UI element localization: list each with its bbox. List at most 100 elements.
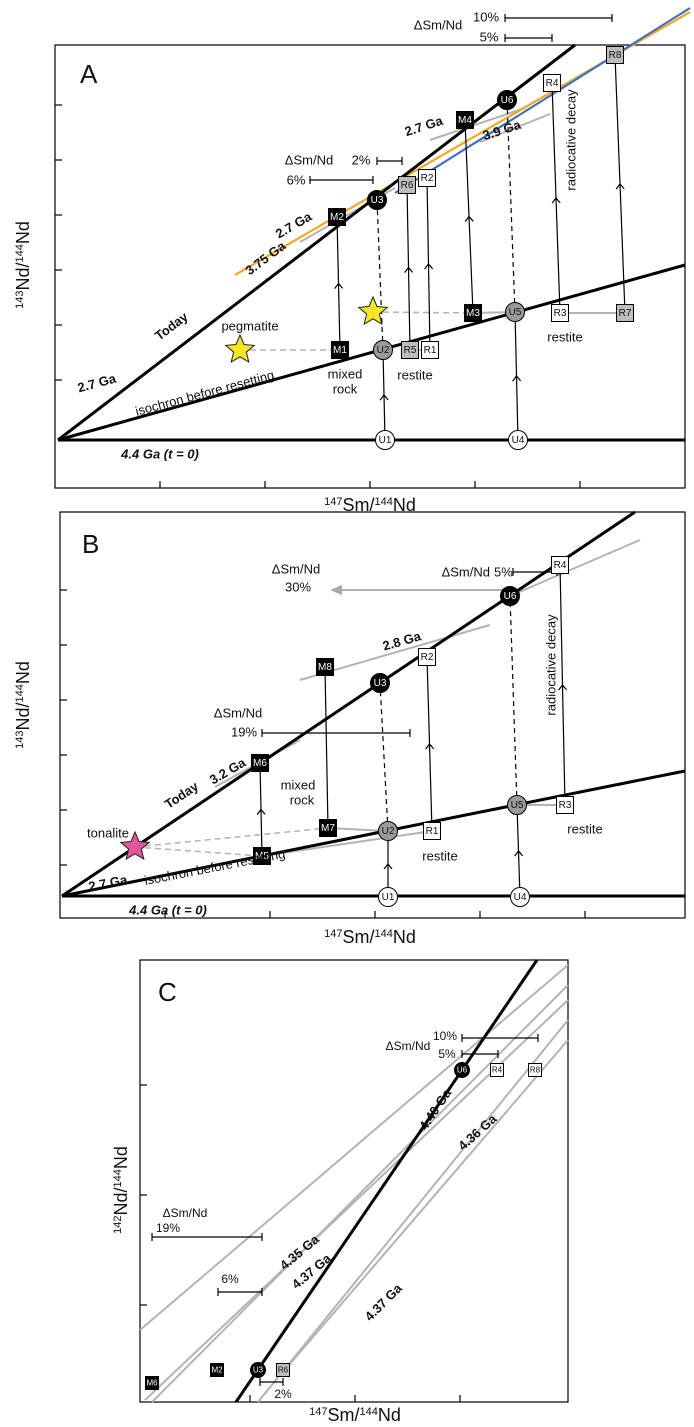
node-label: U4	[512, 435, 525, 446]
sample-square	[276, 1363, 290, 1377]
annotation: ΔSm/Nd	[272, 561, 320, 576]
star	[224, 333, 256, 364]
arrowhead	[383, 863, 393, 870]
sample-circle	[510, 887, 530, 907]
annotation: 3.75 Ga	[242, 238, 289, 278]
panel-letter: B	[82, 529, 99, 559]
sample-circle	[500, 586, 520, 606]
sample-node: R1	[421, 341, 439, 359]
sample-node: M4	[456, 111, 474, 129]
sample-circle	[378, 887, 398, 907]
sample-square	[253, 847, 271, 865]
axis-label-superscript: 144	[14, 684, 26, 702]
sample-square	[543, 74, 561, 92]
annotation: restite	[397, 367, 432, 382]
sample-node: U5	[505, 302, 525, 322]
annotation: 2%	[274, 1387, 292, 1401]
node-label: R1	[426, 826, 439, 837]
node-label: R6	[401, 180, 414, 191]
sample-square	[490, 1063, 504, 1077]
node-label: U2	[377, 345, 390, 356]
axis-label-text: Nd/	[13, 263, 33, 291]
node-label: U1	[382, 892, 395, 903]
sample-node: U2	[378, 821, 398, 841]
node-label: M4	[458, 115, 472, 126]
sample-node: R4	[490, 1063, 504, 1077]
sample-square	[423, 822, 441, 840]
sample-square	[145, 1376, 159, 1390]
annotation: isochron before resetting	[134, 367, 276, 419]
gray-line	[261, 830, 433, 857]
arrowhead	[379, 394, 389, 401]
gray-line	[282, 1039, 569, 1373]
annotation: mixed	[328, 366, 363, 381]
sample-node: R2	[418, 648, 436, 666]
reference-line	[61, 769, 686, 898]
gray-dashed-line	[134, 827, 329, 848]
panel-letter: A	[80, 59, 98, 89]
arrowhead	[404, 266, 414, 273]
reference-line	[61, 510, 636, 898]
sample-circle	[370, 673, 390, 693]
arrowhead	[424, 263, 434, 270]
node-label: R2	[421, 652, 434, 663]
annotation: ΔSm/Nd	[414, 17, 462, 32]
axis-label: 142Nd/144Nd	[111, 1146, 131, 1234]
annotation: 10%	[473, 9, 499, 24]
axis-label-superscript: 147	[324, 496, 342, 508]
sample-node: R6	[398, 176, 416, 194]
sample-node: U4	[508, 430, 528, 450]
node-label: R1	[424, 345, 437, 356]
gray-line	[509, 539, 641, 597]
sample-node: M6	[145, 1376, 159, 1390]
annotation: ΔSm/Nd	[214, 705, 262, 720]
star	[357, 295, 389, 326]
axis-label-superscript: 144	[360, 1406, 378, 1418]
sample-node: M2	[210, 1363, 224, 1377]
annotation: restite	[567, 821, 602, 836]
node-label: R4	[554, 560, 567, 571]
axis-label: 147Sm/144Nd	[309, 1405, 401, 1425]
annotation: radiocative decay	[543, 614, 558, 716]
plot-frame	[139, 959, 569, 1403]
axis-label-text: Sm/	[327, 1405, 359, 1425]
annotation: ΔSm/Nd	[285, 152, 333, 167]
annotation: restite	[547, 329, 582, 344]
arrowhead	[551, 197, 561, 204]
annotation: ΔSm/Nd	[163, 1206, 208, 1220]
sample-node: M1	[331, 341, 349, 359]
axis-label-text: Sm/	[342, 927, 374, 947]
node-label: R3	[559, 800, 572, 811]
axis-label-superscript: 144	[375, 928, 393, 940]
arrowhead	[256, 808, 266, 815]
gray-line	[139, 964, 569, 1331]
sample-square	[456, 111, 474, 129]
sample-node: U4	[510, 887, 530, 907]
sample-square	[316, 658, 334, 676]
sample-node: R4	[543, 74, 561, 92]
node-label: M2	[330, 212, 344, 223]
axis-label: 147Sm/144Nd	[324, 927, 416, 947]
gray-line	[429, 107, 526, 141]
sample-node: M6	[251, 754, 269, 772]
sample-node: M7	[319, 819, 337, 837]
sample-node: R3	[556, 796, 574, 814]
isochron-3-9-ga	[394, 7, 691, 194]
annotation: restite	[422, 848, 457, 863]
node-label: R4	[546, 78, 559, 89]
dashed-evolution-line	[509, 595, 518, 806]
gray-arrowhead	[330, 585, 342, 595]
annotation: isochron before resetting	[143, 846, 286, 888]
annotation: radiocative decay	[563, 89, 578, 191]
gray-line	[327, 827, 389, 832]
annotation: 5%	[480, 29, 499, 44]
axis-label: 143Nd/144Nd	[13, 661, 33, 749]
node-label: M1	[333, 345, 347, 356]
annotation: 4.4 Ga (t = 0)	[120, 446, 199, 461]
arrowhead	[334, 282, 344, 289]
reference-line	[234, 959, 539, 1403]
axis-label-superscript: 142	[112, 1216, 124, 1234]
node-label: R5	[404, 345, 417, 356]
